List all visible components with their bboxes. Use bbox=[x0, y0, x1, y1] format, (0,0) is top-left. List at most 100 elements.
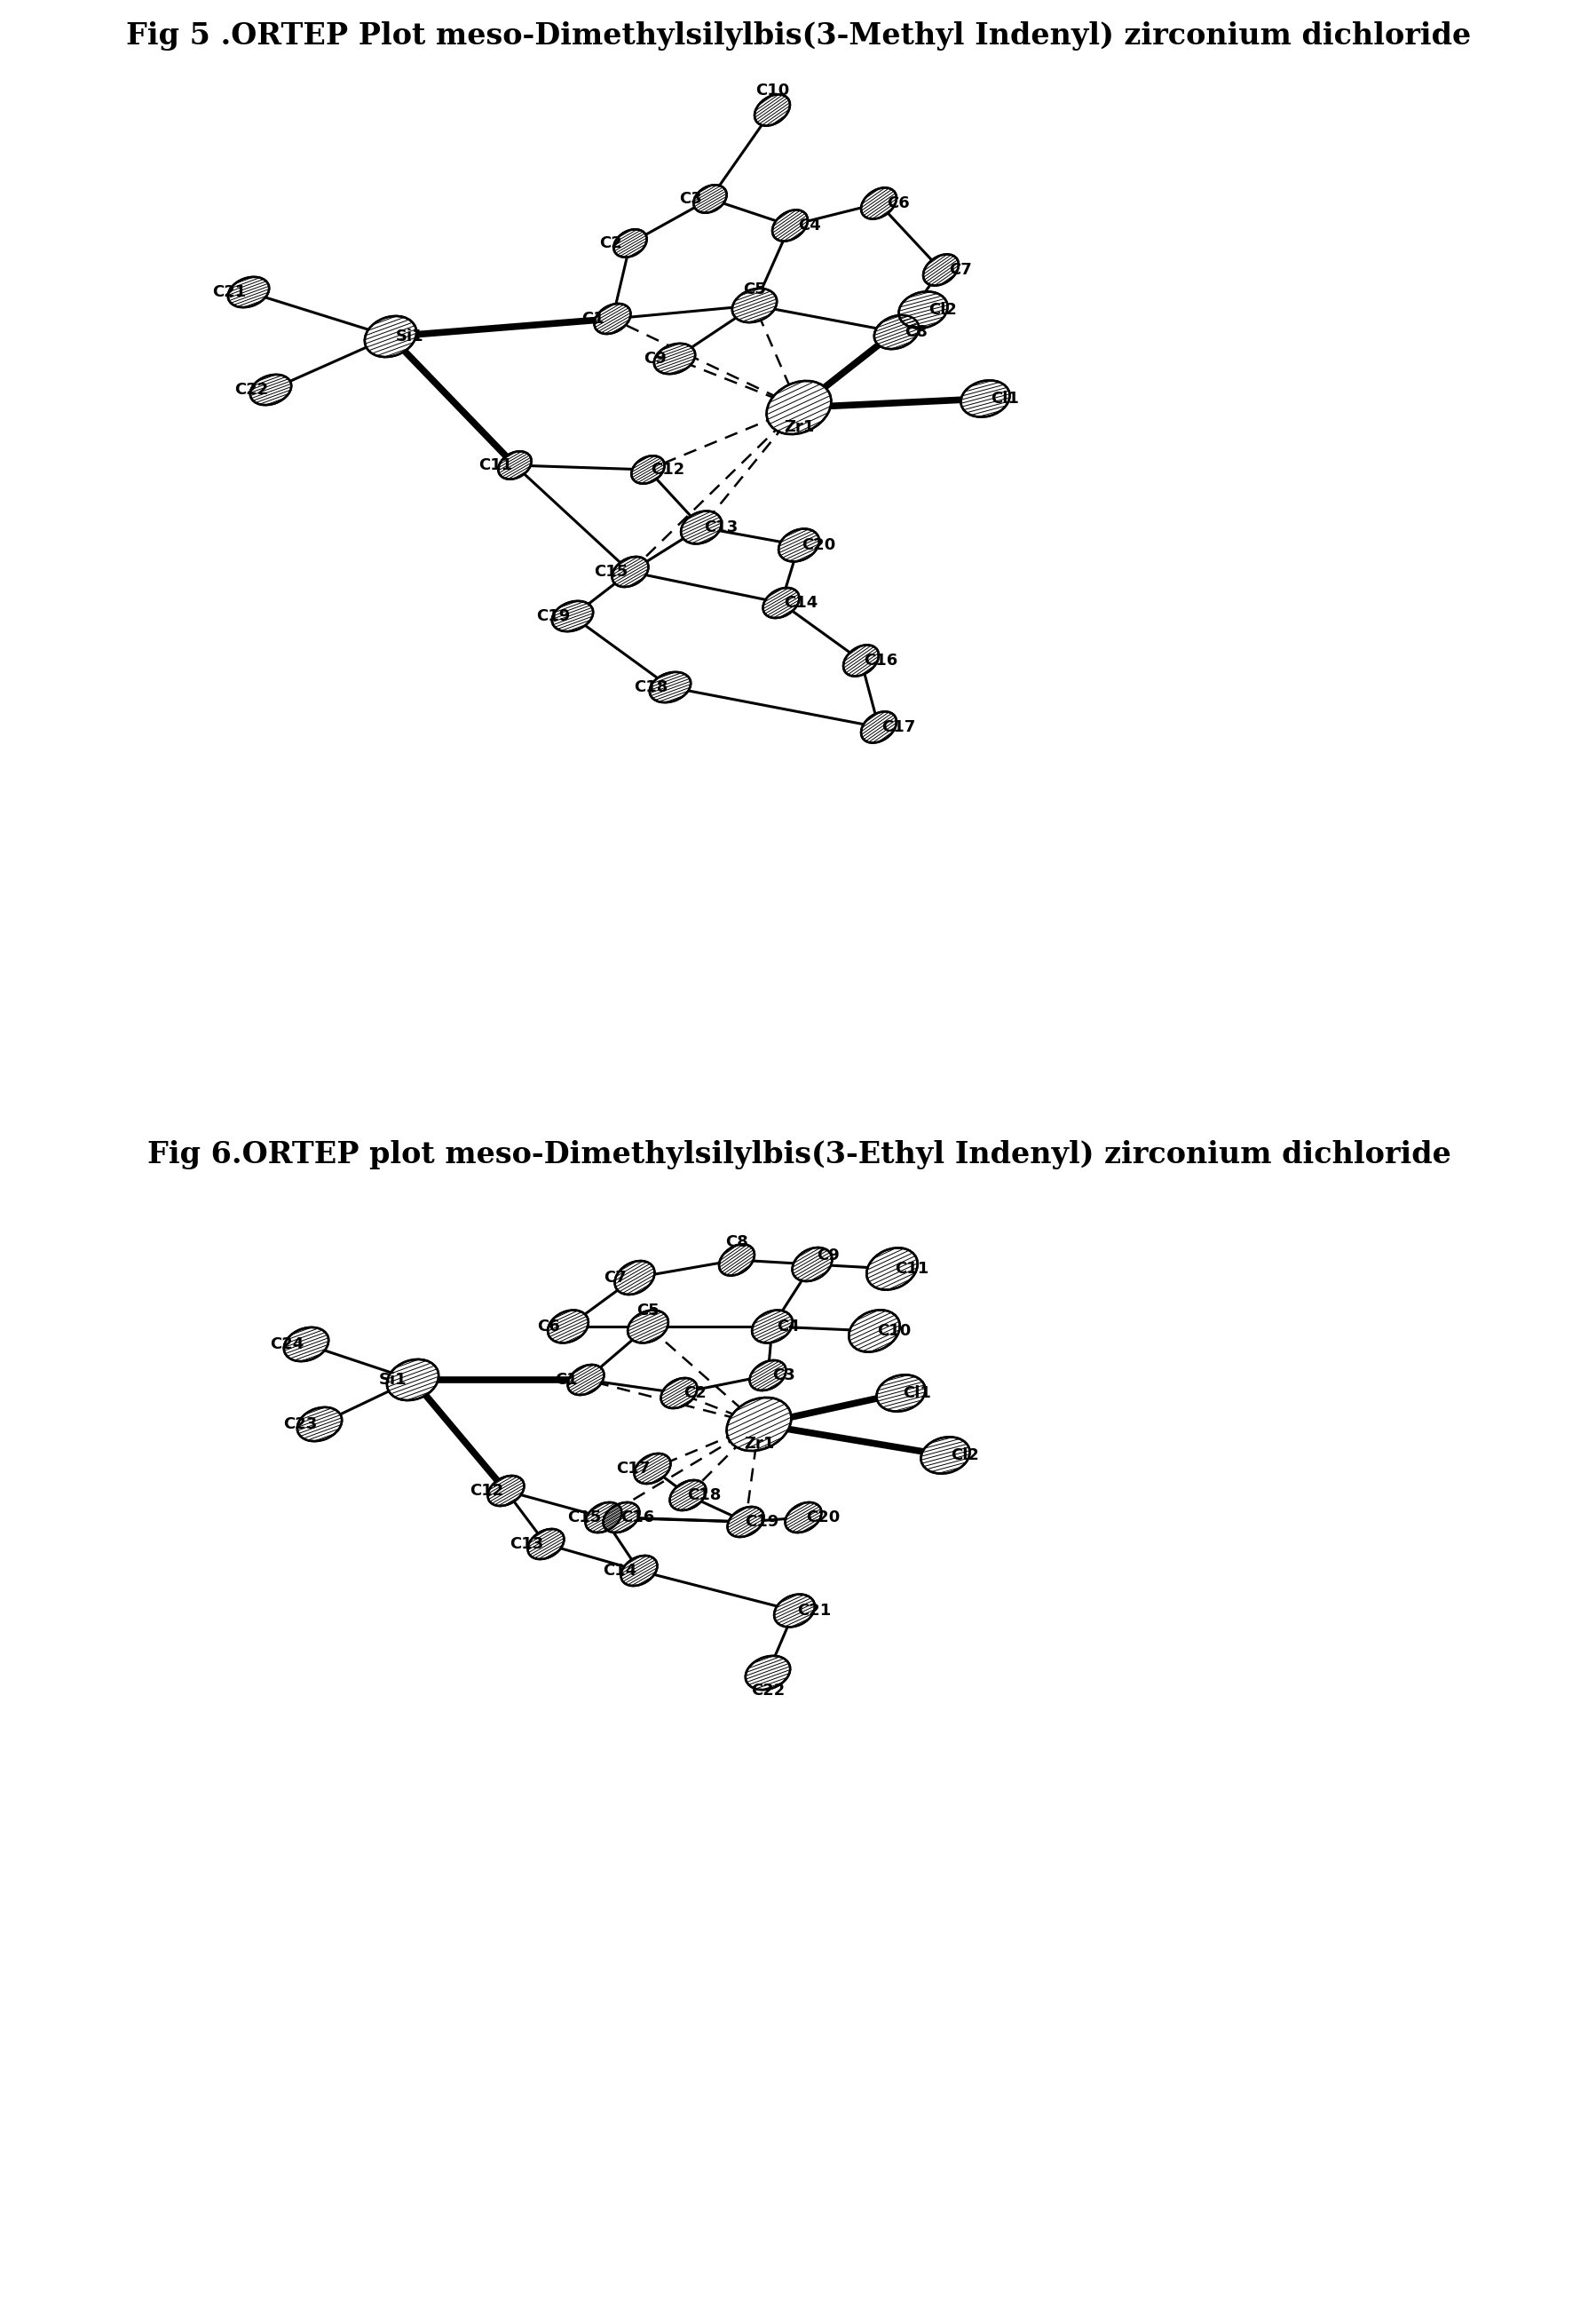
Ellipse shape bbox=[693, 186, 726, 214]
Ellipse shape bbox=[567, 1365, 603, 1395]
Text: C9: C9 bbox=[643, 350, 666, 367]
Text: Cl1: Cl1 bbox=[990, 390, 1018, 406]
Text: C7: C7 bbox=[603, 1270, 626, 1286]
Ellipse shape bbox=[849, 1309, 899, 1351]
Text: Fig 6.ORTEP plot meso-Dimethylsilylbis(3-Ethyl Indenyl) zirconium dichloride: Fig 6.ORTEP plot meso-Dimethylsilylbis(3… bbox=[147, 1140, 1451, 1170]
Text: C6: C6 bbox=[536, 1318, 560, 1335]
Text: C13: C13 bbox=[704, 520, 737, 536]
Text: C3: C3 bbox=[678, 190, 702, 207]
Ellipse shape bbox=[228, 276, 270, 306]
Text: C24: C24 bbox=[270, 1337, 303, 1353]
Ellipse shape bbox=[745, 1655, 790, 1690]
Text: C12: C12 bbox=[469, 1483, 503, 1499]
Ellipse shape bbox=[766, 381, 832, 434]
Text: C11: C11 bbox=[894, 1260, 929, 1277]
Text: C21: C21 bbox=[796, 1604, 830, 1618]
Ellipse shape bbox=[650, 673, 691, 703]
Text: Zr1: Zr1 bbox=[784, 420, 814, 434]
Ellipse shape bbox=[860, 188, 895, 218]
Text: C18: C18 bbox=[634, 680, 667, 696]
Ellipse shape bbox=[284, 1328, 329, 1360]
Text: C11: C11 bbox=[479, 457, 512, 473]
Ellipse shape bbox=[669, 1481, 705, 1511]
Text: C1: C1 bbox=[581, 311, 603, 327]
Ellipse shape bbox=[860, 713, 895, 743]
Text: C4: C4 bbox=[776, 1318, 800, 1335]
Ellipse shape bbox=[749, 1360, 785, 1390]
Ellipse shape bbox=[552, 601, 592, 631]
Ellipse shape bbox=[661, 1379, 697, 1409]
Text: Fig 5 .ORTEP Plot meso-Dimethylsilylbis(3-Methyl Indenyl) zirconium dichloride: Fig 5 .ORTEP Plot meso-Dimethylsilylbis(… bbox=[126, 21, 1470, 51]
Text: C17: C17 bbox=[881, 720, 915, 736]
Ellipse shape bbox=[876, 1374, 926, 1411]
Ellipse shape bbox=[680, 511, 721, 543]
Ellipse shape bbox=[726, 1397, 792, 1451]
Text: C19: C19 bbox=[536, 608, 570, 624]
Ellipse shape bbox=[718, 1244, 753, 1277]
Text: C6: C6 bbox=[886, 195, 910, 211]
Ellipse shape bbox=[498, 450, 531, 478]
Ellipse shape bbox=[654, 344, 694, 374]
Ellipse shape bbox=[843, 645, 878, 675]
Ellipse shape bbox=[921, 1437, 969, 1474]
Text: Si1: Si1 bbox=[378, 1372, 407, 1388]
Ellipse shape bbox=[728, 1506, 763, 1537]
Text: C2: C2 bbox=[683, 1386, 705, 1402]
Text: Si1: Si1 bbox=[396, 330, 425, 344]
Ellipse shape bbox=[752, 1309, 792, 1344]
Text: C5: C5 bbox=[742, 281, 766, 297]
Ellipse shape bbox=[613, 230, 646, 258]
Ellipse shape bbox=[386, 1360, 439, 1400]
Text: C12: C12 bbox=[650, 462, 685, 478]
Text: C16: C16 bbox=[619, 1509, 654, 1525]
Text: C22: C22 bbox=[235, 381, 268, 397]
Text: Zr1: Zr1 bbox=[744, 1437, 774, 1451]
Ellipse shape bbox=[899, 292, 946, 327]
Text: Cl2: Cl2 bbox=[927, 302, 956, 318]
Text: C15: C15 bbox=[567, 1509, 600, 1525]
Text: C13: C13 bbox=[509, 1537, 543, 1553]
Text: C20: C20 bbox=[801, 536, 835, 552]
Ellipse shape bbox=[251, 374, 290, 404]
Ellipse shape bbox=[763, 587, 800, 617]
Ellipse shape bbox=[630, 455, 664, 483]
Text: C5: C5 bbox=[637, 1302, 659, 1318]
Ellipse shape bbox=[621, 1555, 658, 1585]
Text: C8: C8 bbox=[725, 1235, 749, 1251]
Ellipse shape bbox=[297, 1407, 342, 1441]
Ellipse shape bbox=[547, 1309, 587, 1344]
Ellipse shape bbox=[627, 1309, 669, 1344]
Ellipse shape bbox=[586, 1502, 621, 1532]
Ellipse shape bbox=[614, 1260, 654, 1295]
Ellipse shape bbox=[603, 1502, 638, 1532]
Ellipse shape bbox=[867, 1249, 918, 1290]
Ellipse shape bbox=[594, 304, 630, 334]
Ellipse shape bbox=[961, 381, 1009, 418]
Text: C19: C19 bbox=[744, 1513, 779, 1530]
Text: C17: C17 bbox=[616, 1460, 650, 1476]
Text: C1: C1 bbox=[554, 1372, 578, 1388]
Ellipse shape bbox=[611, 557, 648, 587]
Text: C14: C14 bbox=[602, 1562, 637, 1578]
Ellipse shape bbox=[772, 209, 808, 241]
Text: C20: C20 bbox=[806, 1509, 839, 1525]
Text: C23: C23 bbox=[282, 1416, 318, 1432]
Ellipse shape bbox=[527, 1530, 563, 1560]
Text: C9: C9 bbox=[816, 1246, 839, 1263]
Ellipse shape bbox=[785, 1502, 820, 1532]
Text: C2: C2 bbox=[598, 234, 622, 251]
Ellipse shape bbox=[779, 529, 819, 562]
Text: Cl2: Cl2 bbox=[950, 1448, 978, 1462]
Text: C7: C7 bbox=[948, 262, 972, 279]
Text: C18: C18 bbox=[686, 1488, 720, 1504]
Ellipse shape bbox=[487, 1476, 523, 1506]
Text: C22: C22 bbox=[750, 1683, 784, 1699]
Ellipse shape bbox=[873, 316, 918, 348]
Text: Cl1: Cl1 bbox=[902, 1386, 930, 1402]
Ellipse shape bbox=[755, 95, 790, 125]
Text: C16: C16 bbox=[863, 652, 897, 668]
Text: C3: C3 bbox=[772, 1367, 795, 1383]
Ellipse shape bbox=[922, 255, 958, 285]
Ellipse shape bbox=[792, 1246, 832, 1281]
Text: C10: C10 bbox=[876, 1323, 910, 1339]
